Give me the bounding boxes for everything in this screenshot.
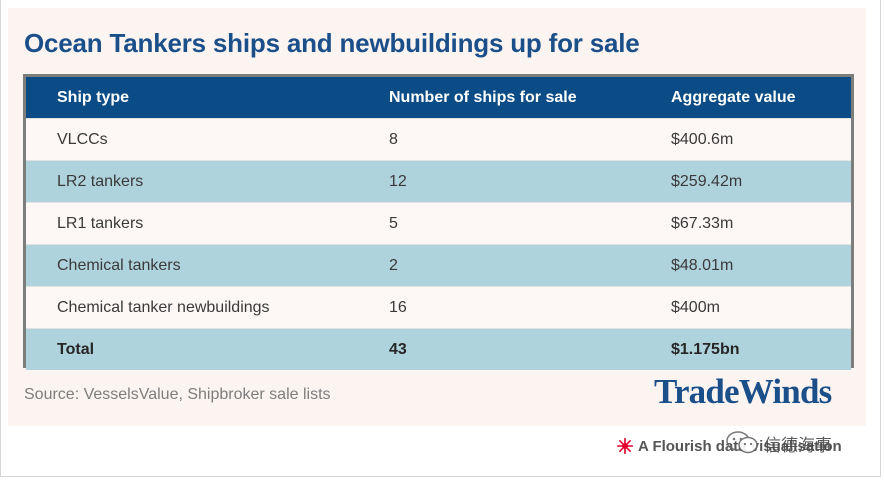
table-row: LR2 tankers 12 $259.42m	[26, 160, 851, 203]
cell-ship-type: LR1 tankers	[26, 202, 358, 245]
cell-number: 12	[358, 160, 640, 203]
data-table: Ship type Number of ships for sale Aggre…	[26, 77, 851, 370]
cell-number: 2	[358, 244, 640, 287]
cell-ship-type: Chemical tankers	[26, 244, 358, 287]
cell-number: 16	[358, 286, 640, 329]
cell-total-value: $1.175bn	[640, 328, 851, 370]
table-row: Chemical tanker newbuildings 16 $400m	[26, 286, 851, 329]
table-header-row: Ship type Number of ships for sale Aggre…	[26, 77, 851, 119]
cell-value: $259.42m	[640, 160, 851, 203]
cell-total-label: Total	[26, 328, 358, 370]
table-row: Chemical tankers 2 $48.01m	[26, 244, 851, 287]
column-header-value: Aggregate value	[640, 77, 851, 119]
column-header-ship-type: Ship type	[26, 77, 358, 119]
wechat-icon	[726, 431, 758, 454]
cell-ship-type: LR2 tankers	[26, 160, 358, 203]
column-header-number: Number of ships for sale	[358, 77, 640, 119]
cell-total-number: 43	[358, 328, 640, 370]
cell-value: $400.6m	[640, 118, 851, 161]
table-total-row: Total 43 $1.175bn	[26, 328, 851, 370]
source-note: Source: VesselsValue, Shipbroker sale li…	[24, 386, 331, 403]
cell-number: 8	[358, 118, 640, 161]
cell-number: 5	[358, 202, 640, 245]
page-title: Ocean Tankers ships and newbuildings up …	[24, 28, 640, 58]
wechat-watermark: 信德海事	[724, 430, 832, 456]
data-table-container: Ship type Number of ships for sale Aggre…	[23, 74, 854, 370]
table-row: VLCCs 8 $400.6m	[26, 118, 851, 161]
tradewinds-logo: TradeWinds	[654, 372, 832, 411]
cell-ship-type: Chemical tanker newbuildings	[26, 286, 358, 329]
cell-ship-type: VLCCs	[26, 118, 358, 161]
table-row: LR1 tankers 5 $67.33m	[26, 202, 851, 245]
cell-value: $400m	[640, 286, 851, 329]
flourish-icon	[616, 437, 634, 455]
watermark-text: 信德海事	[764, 435, 832, 455]
cell-value: $48.01m	[640, 244, 851, 287]
cell-value: $67.33m	[640, 202, 851, 245]
chart-card: Ocean Tankers ships and newbuildings up …	[8, 8, 866, 426]
